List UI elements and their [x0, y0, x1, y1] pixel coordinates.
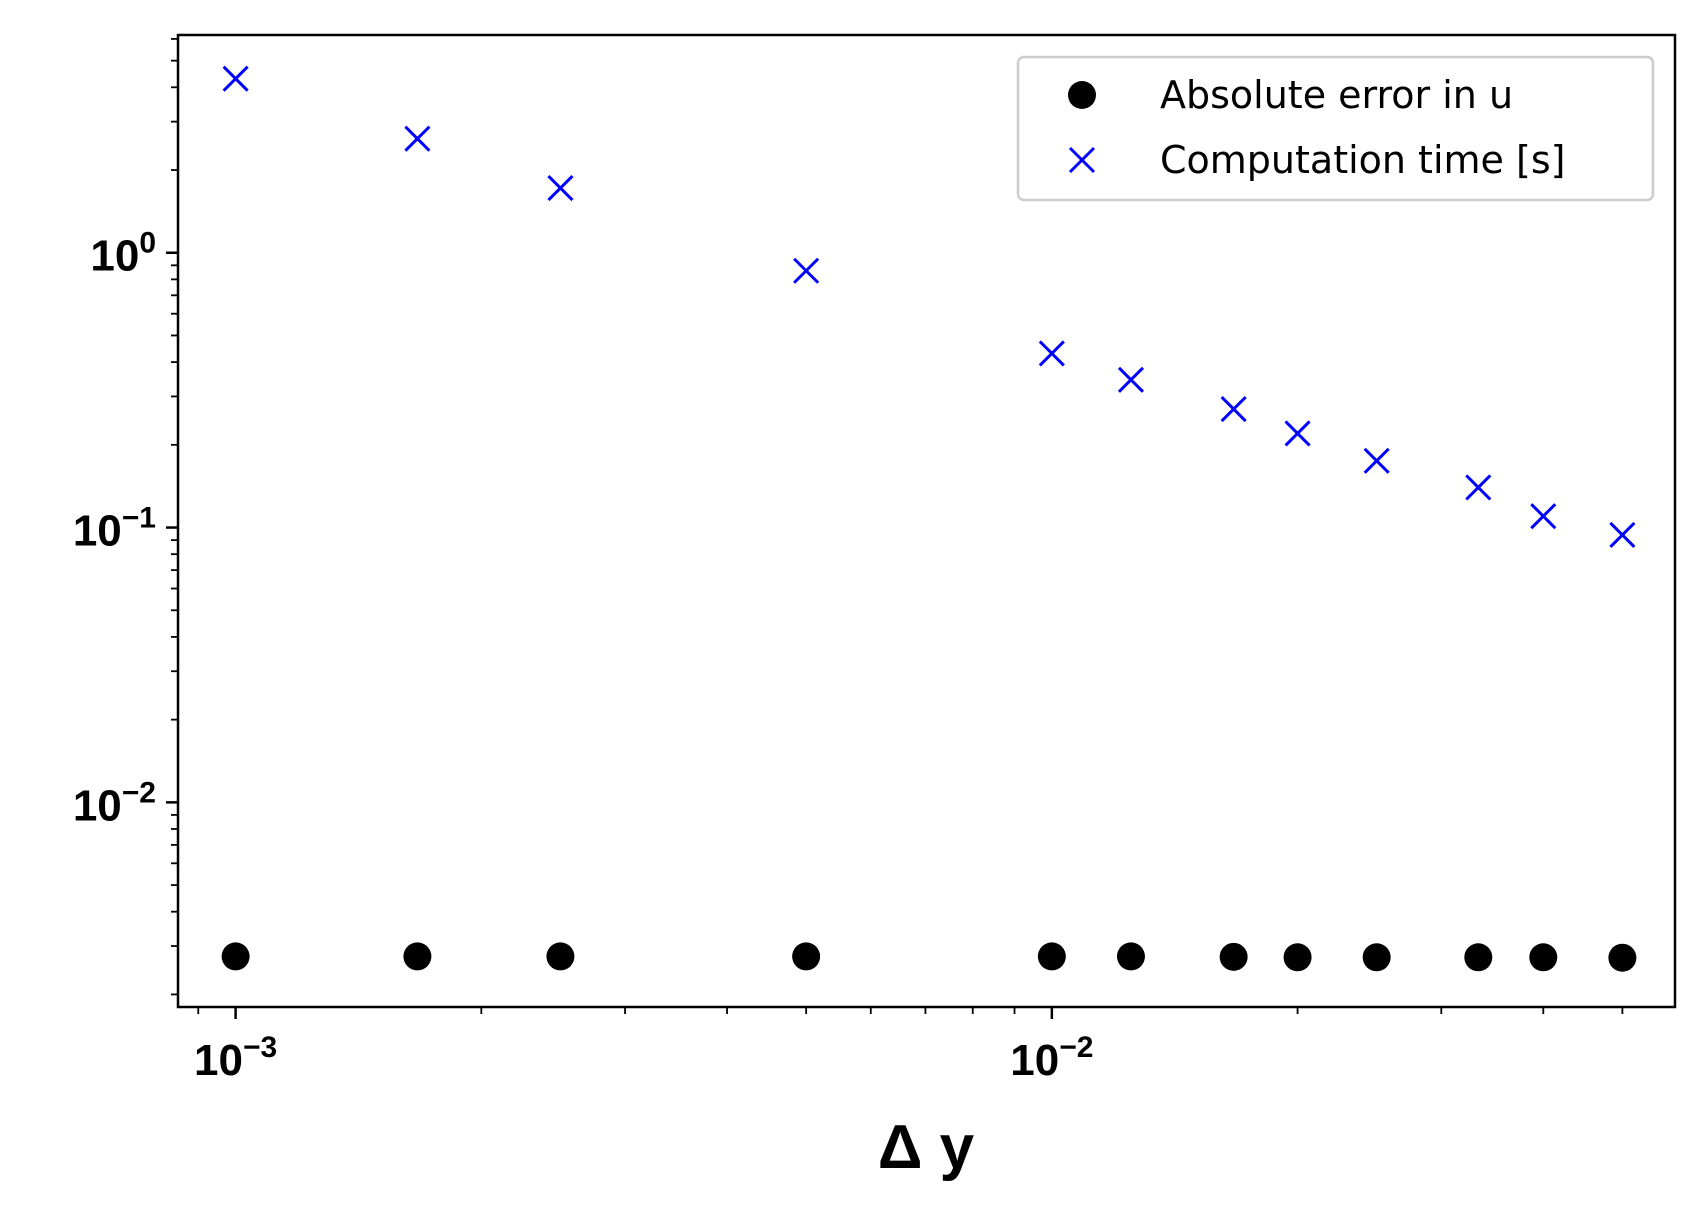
y-tick-label: 10−1	[73, 502, 156, 556]
error-point	[792, 942, 821, 971]
time-point	[1465, 474, 1492, 501]
error-point	[221, 942, 250, 971]
x-axis-label: Δ y	[878, 1113, 975, 1182]
time-point	[1530, 503, 1557, 530]
legend-label: Absolute error in u	[1160, 73, 1513, 117]
error-point	[1362, 943, 1391, 972]
error-point	[1116, 942, 1145, 971]
error-point	[1608, 943, 1637, 972]
error-point	[1529, 943, 1558, 972]
legend-circle-marker	[1068, 81, 1096, 109]
time-point	[1038, 340, 1065, 367]
error-point	[1464, 943, 1493, 972]
plot-frame	[176, 33, 1677, 1009]
legend-x-marker	[1068, 146, 1096, 174]
legend-entry: Computation time [s]	[1068, 138, 1565, 182]
time-point	[1117, 366, 1145, 393]
time-point	[547, 174, 574, 202]
time-point	[1363, 447, 1390, 474]
error-point	[546, 942, 575, 971]
x-tick-label: 10−3	[194, 1031, 277, 1085]
error-point	[1219, 942, 1248, 971]
time-point	[793, 257, 820, 284]
legend-label: Computation time [s]	[1160, 138, 1565, 182]
error-point	[1283, 943, 1312, 972]
error-point	[403, 942, 432, 971]
time-point	[1609, 521, 1636, 548]
error-point	[1037, 942, 1066, 971]
time-point	[222, 65, 249, 92]
y-tick-label: 10−2	[73, 776, 156, 830]
legend-box	[1016, 55, 1655, 202]
time-point	[1284, 420, 1311, 447]
time-point	[404, 125, 431, 152]
x-tick-label: 10−2	[1010, 1031, 1093, 1085]
y-tick-label: 100	[90, 227, 156, 281]
time-point	[1220, 395, 1247, 423]
legend-entry: Absolute error in u	[1068, 73, 1513, 117]
